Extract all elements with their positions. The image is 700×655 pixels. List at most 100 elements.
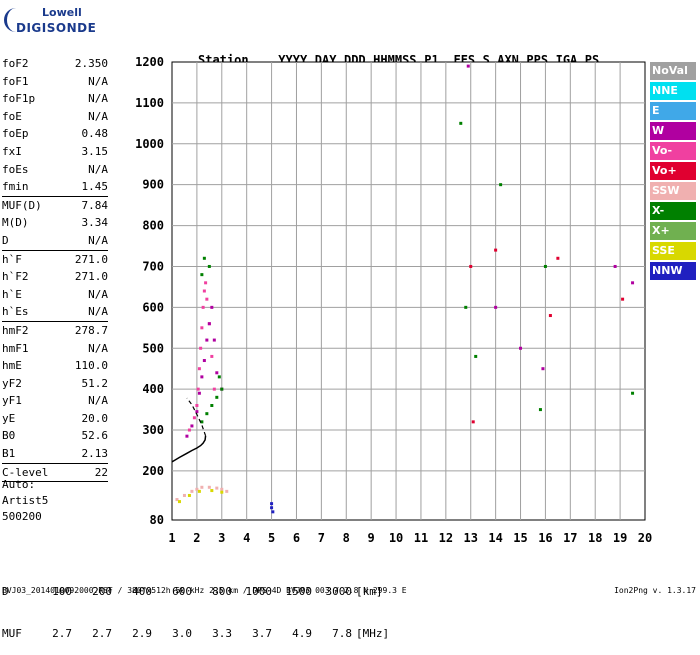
echo-point bbox=[466, 64, 470, 68]
polarization-legend: NoVal NNE E W Vo- Vo+ SSW X- X+ SSE NNW bbox=[650, 62, 696, 282]
logo-line-2: DIGISONDE bbox=[16, 21, 97, 35]
echo-point bbox=[494, 305, 498, 309]
param-row-b1: B1 2.13 bbox=[2, 445, 108, 463]
echo-point bbox=[474, 354, 478, 358]
version-label: Ion2Png v. 1.3.17 bbox=[614, 586, 696, 595]
echo-point bbox=[271, 510, 275, 514]
echo-point bbox=[207, 264, 211, 268]
y-tick-label: 200 bbox=[142, 464, 164, 478]
echo-point bbox=[197, 367, 201, 371]
legend-item-x-: X+ bbox=[650, 222, 696, 240]
muf-cell: 200 bbox=[92, 585, 112, 598]
muf-distance-row: D 100 200 400 600 800 1000 1500 3000 [km] bbox=[2, 585, 408, 599]
param-row-fof1: foF1 N/A bbox=[2, 73, 108, 91]
param-row-hmf1: hmF1 N/A bbox=[2, 340, 108, 358]
y-tick-label: 600 bbox=[142, 300, 164, 314]
echo-point bbox=[195, 404, 199, 407]
plot-frame bbox=[171, 61, 646, 521]
param-row-foep: foEp 0.48 bbox=[2, 125, 108, 143]
muf-cell: 2.7 bbox=[52, 627, 72, 640]
echo-point bbox=[220, 487, 224, 491]
echo-point bbox=[207, 485, 211, 489]
echo-point bbox=[543, 264, 547, 268]
param-key: foEp bbox=[2, 127, 29, 141]
param-row-m-d-: M(D) 3.34 bbox=[2, 214, 108, 232]
y-tick-label: 80 bbox=[150, 513, 164, 527]
param-row-h-f2: h`F2 271.0 bbox=[2, 268, 108, 286]
echo-point bbox=[200, 326, 204, 330]
muf-cell: 1500 bbox=[285, 585, 313, 598]
echo-point bbox=[270, 506, 274, 510]
y-tick-label: 900 bbox=[142, 178, 164, 192]
muf-cell: 4.9 bbox=[292, 627, 312, 640]
param-key: C-level bbox=[2, 465, 49, 479]
param-row-d: D N/A bbox=[2, 232, 108, 250]
legend-item-x-: X- bbox=[650, 202, 696, 220]
param-value: 271.0 bbox=[74, 270, 108, 284]
param-value: N/A bbox=[88, 287, 108, 301]
param-key: hmE bbox=[2, 359, 22, 373]
echo-point bbox=[220, 490, 224, 494]
muf-cell: 3000 bbox=[325, 585, 353, 598]
muf-unit: [km] bbox=[356, 585, 383, 598]
param-value: N/A bbox=[88, 162, 108, 176]
muf-cell: 3.7 bbox=[252, 627, 272, 640]
echo-point bbox=[200, 273, 204, 277]
echo-point bbox=[471, 420, 475, 424]
param-value: N/A bbox=[88, 92, 108, 106]
echo-point bbox=[556, 256, 560, 260]
param-value: 2.350 bbox=[74, 57, 108, 70]
param-row-fof2: foF2 2.350 bbox=[2, 55, 108, 73]
echo-point bbox=[215, 371, 219, 375]
muf-cell: 3.3 bbox=[212, 627, 232, 640]
echo-point bbox=[197, 391, 201, 395]
echo-point bbox=[548, 314, 552, 318]
param-key: h`F2 bbox=[2, 270, 29, 284]
muf-cell: 400 bbox=[132, 585, 152, 598]
param-row-h-f: h`F 271.0 bbox=[2, 251, 108, 269]
y-tick-label: 400 bbox=[142, 382, 164, 396]
o-trace-solid bbox=[171, 435, 207, 463]
y-tick-label: 700 bbox=[142, 259, 164, 273]
param-separator bbox=[2, 462, 108, 464]
echo-point bbox=[538, 408, 542, 412]
echo-point bbox=[202, 359, 206, 363]
x-tick-label: 5 bbox=[268, 531, 275, 545]
param-key: fxI bbox=[2, 144, 22, 158]
x-tick-label: 10 bbox=[389, 531, 403, 545]
x-tick-label: 1 bbox=[168, 531, 175, 545]
echo-point bbox=[190, 424, 194, 428]
echo-point bbox=[212, 387, 216, 391]
echo-point bbox=[519, 346, 523, 350]
echo-point bbox=[631, 281, 635, 285]
x-tick-label: 6 bbox=[293, 531, 300, 545]
echo-point bbox=[175, 498, 179, 502]
param-value: N/A bbox=[88, 305, 108, 319]
echo-point bbox=[202, 289, 206, 293]
file-info-footer: BVJ03_2014010092000.RSF / 380fx512h 50 k… bbox=[2, 586, 407, 595]
param-value: 0.48 bbox=[81, 127, 109, 141]
echo-point bbox=[199, 346, 203, 350]
param-row-b0: B0 52.6 bbox=[2, 427, 108, 445]
param-value: 271.0 bbox=[74, 252, 108, 266]
echo-point bbox=[187, 428, 191, 432]
echo-point bbox=[196, 387, 200, 391]
legend-item-e: E bbox=[650, 102, 696, 120]
o-trace-dashed bbox=[186, 397, 207, 436]
autoscale-line-3: 500200 bbox=[2, 510, 42, 523]
echo-point bbox=[185, 434, 189, 438]
x-tick-label: 16 bbox=[538, 531, 552, 545]
param-value: 51.2 bbox=[81, 376, 109, 390]
param-row-yf1: yF1 N/A bbox=[2, 392, 108, 410]
echo-point bbox=[613, 264, 617, 268]
param-value: N/A bbox=[88, 233, 108, 247]
echo-point bbox=[201, 305, 205, 309]
header-label-7: S bbox=[482, 53, 490, 67]
param-separator bbox=[2, 195, 108, 197]
param-key: yF2 bbox=[2, 376, 22, 390]
param-row-foes: foEs N/A bbox=[2, 161, 108, 179]
muf-cell: 1000 bbox=[245, 585, 273, 598]
echo-point bbox=[187, 493, 191, 497]
echo-point bbox=[220, 387, 224, 391]
param-value: 22 bbox=[94, 465, 108, 479]
